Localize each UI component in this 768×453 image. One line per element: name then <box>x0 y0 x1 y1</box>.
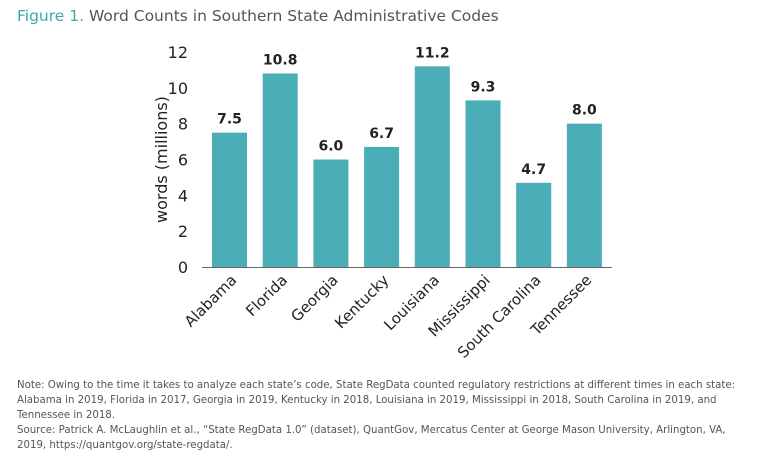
data-label: 11.2 <box>415 45 450 61</box>
y-tick-label: 4 <box>178 186 188 205</box>
figure-title-text: Word Counts in Southern State Administra… <box>88 7 499 25</box>
bar <box>212 132 247 267</box>
data-label: 7.5 <box>217 112 242 128</box>
figure-title: Figure 1. Word Counts in Southern State … <box>17 7 499 25</box>
bar <box>566 123 602 268</box>
bar <box>364 146 400 267</box>
y-tick-label: 2 <box>178 222 188 241</box>
data-label: 6.0 <box>318 139 343 155</box>
y-tick-label: 12 <box>168 43 188 62</box>
note-text: Note: Owing to the time it takes to anal… <box>17 380 736 421</box>
bar-chart: 0 2 4 6 8 10 12 words (millions) 7.5 Alabama 10.8 F… <box>152 43 612 362</box>
y-tick-label: 8 <box>178 115 188 134</box>
bar <box>262 73 298 267</box>
source-text: Source: Patrick A. McLaughlin et al., “S… <box>17 425 726 451</box>
bar <box>465 100 501 267</box>
data-label: 6.7 <box>369 126 394 142</box>
y-tick-label: 6 <box>178 151 188 170</box>
y-axis-label: words (millions) <box>152 96 171 223</box>
figure-label: Figure 1. <box>17 7 85 25</box>
data-label: 9.3 <box>471 79 496 95</box>
data-label: 8.0 <box>572 103 597 119</box>
bar <box>516 182 552 267</box>
chart-note: Note: Owing to the time it takes to anal… <box>17 378 757 453</box>
data-label: 4.7 <box>521 162 546 178</box>
x-tick-label: Alabama <box>181 271 240 330</box>
y-tick-label: 0 <box>178 258 188 277</box>
bar <box>313 159 349 267</box>
data-label: 10.8 <box>263 53 298 69</box>
bar <box>414 66 450 267</box>
x-tick-label: Florida <box>242 271 291 320</box>
y-tick-label: 10 <box>168 79 188 98</box>
